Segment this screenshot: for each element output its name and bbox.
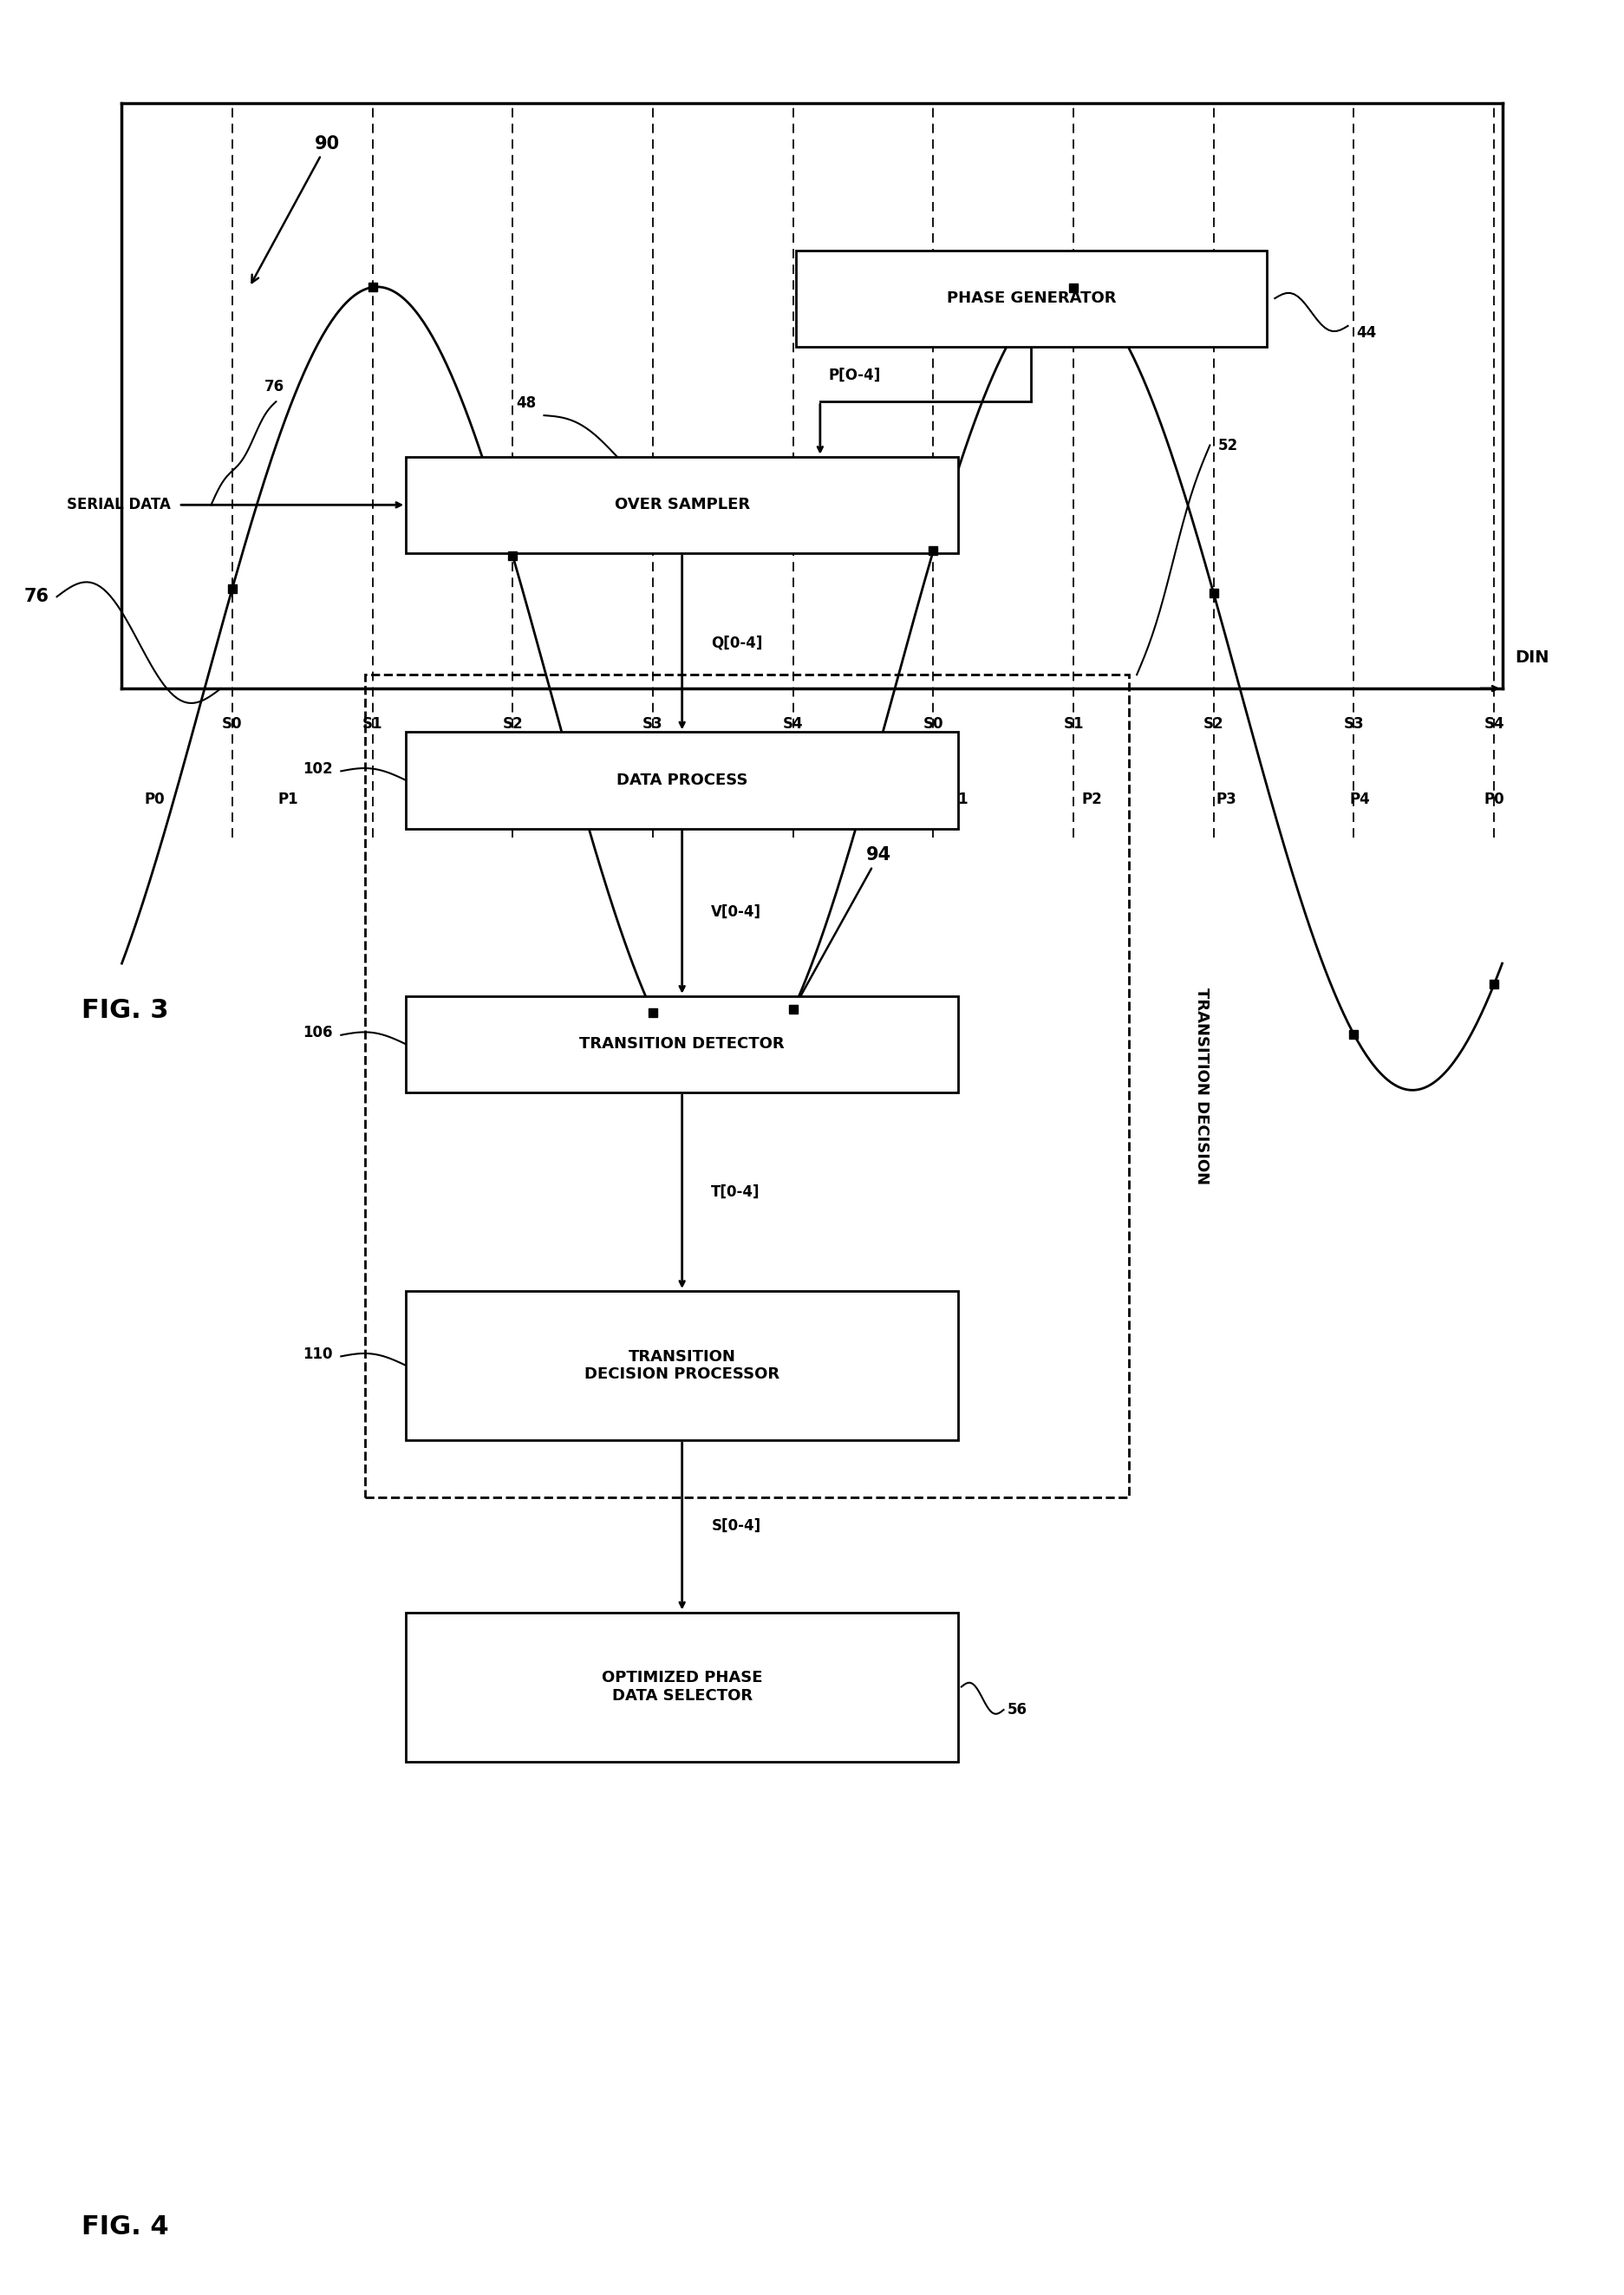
Bar bbox=[406, 457, 958, 553]
Text: 76: 76 bbox=[265, 379, 284, 395]
Text: DATA PROCESS: DATA PROCESS bbox=[617, 773, 747, 787]
Text: V[0-4]: V[0-4] bbox=[711, 904, 762, 920]
Text: P1: P1 bbox=[278, 792, 299, 808]
Text: 90: 90 bbox=[252, 135, 339, 282]
Text: SERIAL DATA: SERIAL DATA bbox=[67, 498, 171, 512]
Text: S[0-4]: S[0-4] bbox=[711, 1519, 760, 1533]
Text: P3: P3 bbox=[546, 792, 567, 808]
Text: P4: P4 bbox=[1350, 792, 1371, 808]
Text: S0: S0 bbox=[922, 716, 944, 732]
Text: 102: 102 bbox=[304, 762, 333, 776]
Text: 94: 94 bbox=[796, 847, 892, 1005]
Text: S4: S4 bbox=[783, 716, 804, 732]
Text: T[0-4]: T[0-4] bbox=[711, 1184, 760, 1200]
Bar bbox=[406, 996, 958, 1092]
Text: TRANSITION
DECISION PROCESSOR: TRANSITION DECISION PROCESSOR bbox=[585, 1349, 780, 1382]
Text: S0: S0 bbox=[222, 716, 242, 732]
Text: P1: P1 bbox=[948, 792, 968, 808]
Text: PHASE GENERATOR: PHASE GENERATOR bbox=[947, 291, 1116, 305]
Text: S3: S3 bbox=[1343, 716, 1364, 732]
Text: Q[0-4]: Q[0-4] bbox=[711, 636, 763, 649]
Text: S3: S3 bbox=[643, 716, 663, 732]
Text: S4: S4 bbox=[1484, 716, 1504, 732]
Bar bbox=[406, 1611, 958, 1763]
Text: TRANSITION DECISION: TRANSITION DECISION bbox=[1194, 987, 1210, 1184]
Text: OPTIMIZED PHASE
DATA SELECTOR: OPTIMIZED PHASE DATA SELECTOR bbox=[601, 1671, 763, 1703]
Bar bbox=[406, 732, 958, 828]
Text: P[O-4]: P[O-4] bbox=[828, 367, 880, 383]
Bar bbox=[365, 675, 1129, 1496]
Text: P2: P2 bbox=[412, 792, 432, 808]
Text: P3: P3 bbox=[1216, 792, 1236, 808]
Text: 56: 56 bbox=[1007, 1703, 1026, 1717]
Text: 48: 48 bbox=[516, 395, 536, 411]
Text: FIG. 3: FIG. 3 bbox=[81, 998, 169, 1024]
Bar bbox=[406, 1290, 958, 1441]
Text: P0: P0 bbox=[145, 792, 164, 808]
Text: OVER SAMPLER: OVER SAMPLER bbox=[614, 498, 750, 512]
Text: S2: S2 bbox=[1203, 716, 1224, 732]
Text: FIG. 4: FIG. 4 bbox=[81, 2215, 169, 2240]
Text: 106: 106 bbox=[304, 1026, 333, 1040]
Text: 110: 110 bbox=[304, 1347, 333, 1361]
Text: P2: P2 bbox=[1082, 792, 1103, 808]
Text: TRANSITION DETECTOR: TRANSITION DETECTOR bbox=[580, 1037, 784, 1051]
Text: S1: S1 bbox=[1064, 716, 1083, 732]
Text: P4: P4 bbox=[680, 792, 700, 808]
Text: S2: S2 bbox=[502, 716, 523, 732]
Text: S1: S1 bbox=[362, 716, 383, 732]
Text: P0: P0 bbox=[1484, 792, 1504, 808]
Text: 76: 76 bbox=[24, 588, 49, 606]
Text: P0: P0 bbox=[814, 792, 835, 808]
Text: DIN: DIN bbox=[1515, 649, 1549, 666]
Text: 44: 44 bbox=[1356, 326, 1376, 340]
Text: 52: 52 bbox=[1218, 438, 1237, 452]
Bar bbox=[796, 250, 1267, 347]
